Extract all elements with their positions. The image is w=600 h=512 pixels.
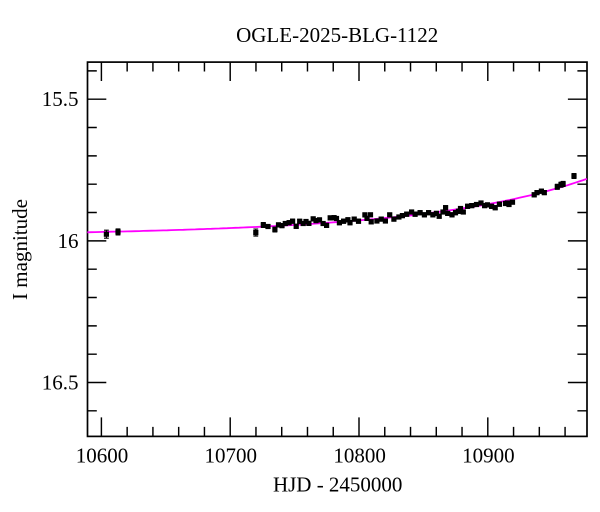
svg-text:10800: 10800 xyxy=(333,444,386,468)
svg-text:16.5: 16.5 xyxy=(42,371,79,395)
svg-text:I magnitude: I magnitude xyxy=(8,199,32,300)
svg-text:OGLE-2025-BLG-1122: OGLE-2025-BLG-1122 xyxy=(236,23,438,47)
svg-text:10600: 10600 xyxy=(76,444,129,468)
svg-text:10900: 10900 xyxy=(462,444,515,468)
svg-text:HJD - 2450000: HJD - 2450000 xyxy=(273,473,403,497)
svg-text:15.5: 15.5 xyxy=(42,87,79,111)
svg-text:10700: 10700 xyxy=(205,444,258,468)
svg-text:16: 16 xyxy=(58,229,79,253)
